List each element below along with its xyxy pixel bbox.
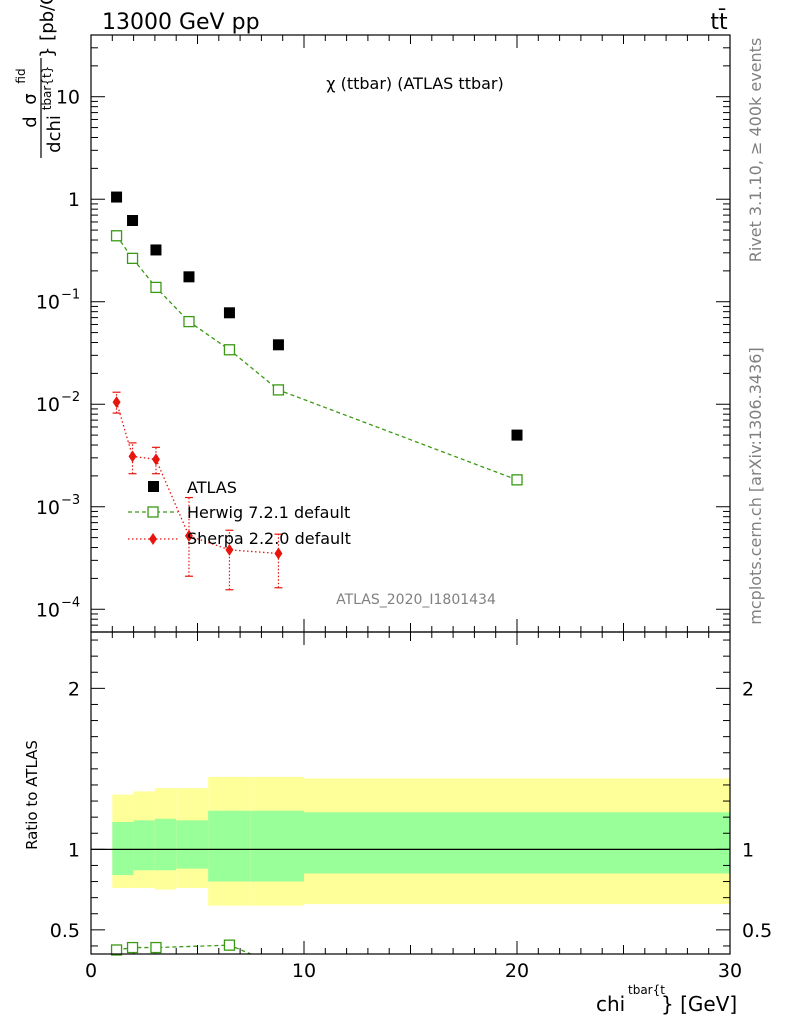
y-tick-label: 1 bbox=[68, 189, 80, 211]
header-process: 13000 GeV pp bbox=[102, 10, 260, 35]
x-tick-label: 20 bbox=[505, 960, 529, 982]
ratio-band-inner bbox=[208, 810, 251, 882]
sherpa-point bbox=[151, 453, 160, 466]
ratio-y-tick-label: 0.5 bbox=[50, 920, 80, 942]
main-plot-title: χ (ttbar) (ATLAS ttbar) bbox=[326, 74, 504, 93]
legend-label-sherpa: Sherpa 2.2.0 default bbox=[187, 529, 351, 548]
ylabel-d-top: d bbox=[20, 116, 41, 127]
ratio-band-inner bbox=[176, 820, 209, 869]
ratio-y-tick-label: 2 bbox=[68, 678, 80, 700]
herwig-point bbox=[183, 315, 195, 328]
xlabel-unit: } [GeV] bbox=[661, 992, 737, 1016]
y-tick-exponent: −1 bbox=[61, 288, 80, 303]
ratio-band-inner bbox=[112, 821, 134, 876]
legend-label-atlas: ATLAS bbox=[187, 478, 237, 497]
rivet-label: Rivet 3.1.10, ≥ 400k events bbox=[746, 38, 765, 263]
herwig-point bbox=[272, 384, 285, 396]
atlas-point bbox=[127, 215, 139, 227]
ratio-y-tick-label: 1 bbox=[68, 839, 80, 861]
herwig-point bbox=[223, 344, 236, 356]
ratio-y-axis-label: Ratio to ATLAS bbox=[23, 740, 41, 850]
herwig-point bbox=[126, 252, 139, 264]
sherpa-point bbox=[128, 450, 137, 463]
sherpa-point bbox=[184, 529, 193, 542]
legend-label-herwig: Herwig 7.2.1 default bbox=[187, 503, 350, 522]
x-axis-label: chi tbar{t } [GeV] bbox=[596, 983, 737, 1016]
sherpa-point bbox=[112, 396, 121, 409]
x-tick-label: 0 bbox=[85, 960, 97, 982]
watermark: ATLAS_2020_I1801434 bbox=[336, 592, 496, 608]
atlas-point bbox=[150, 244, 162, 256]
y-tick-label: 10 bbox=[36, 599, 60, 621]
mcplots-label: mcplots.cern.ch [arXiv:1306.3436] bbox=[746, 347, 765, 624]
ylabel-fid: fid bbox=[14, 68, 28, 83]
sherpa-point bbox=[274, 547, 283, 560]
ratio-herwig-point bbox=[223, 939, 236, 951]
main-plot-area bbox=[90, 34, 731, 954]
ratio-panel: 0.5 0.5 1 1 2 2 0 10 20 30 Ratio to ATLAS chi tb… bbox=[23, 631, 772, 1016]
header-tt: tt̄ bbox=[710, 9, 728, 35]
y-tick-exponent: −4 bbox=[61, 595, 80, 610]
y-tick-label: 10 bbox=[36, 394, 60, 416]
legend-marker-sherpa bbox=[149, 533, 157, 545]
ratio-herwig-point bbox=[150, 941, 162, 954]
main-legend: ATLAS Herwig 7.2.1 default Sherpa 2.2.0 … bbox=[128, 478, 351, 548]
ratio-plot-area bbox=[90, 631, 731, 956]
legend-marker-atlas bbox=[148, 481, 159, 492]
ratio-y-tick-label-right: 0.5 bbox=[742, 920, 772, 942]
xlabel-chi: chi bbox=[596, 992, 625, 1016]
ylabel-tbar: tbar{t} bbox=[40, 66, 54, 111]
ratio-y-tick-labels: 0.5 0.5 1 1 2 2 bbox=[50, 678, 772, 942]
herwig-point bbox=[150, 281, 162, 294]
ratio-band-inner bbox=[304, 812, 730, 874]
herwig-line bbox=[116, 235, 518, 481]
ratio-band-inner bbox=[154, 818, 177, 871]
y-tick-label: 10 bbox=[36, 292, 60, 314]
ylabel-dchi: dchi bbox=[44, 115, 65, 153]
ratio-frame bbox=[90, 631, 731, 955]
x-tick-labels: 0 10 20 30 bbox=[85, 960, 742, 982]
atlas-point bbox=[223, 307, 235, 319]
y-tick-label: 10 bbox=[36, 497, 60, 519]
main-y-axis-label: d σ fid dchi tbar{t} } [pb/GeV] bbox=[14, 0, 65, 158]
ratio-herwig-point bbox=[126, 941, 139, 954]
ratio-y-tick-label-right: 1 bbox=[742, 839, 754, 861]
ratio-band-inner bbox=[250, 810, 304, 882]
atlas-point bbox=[511, 429, 523, 441]
ratio-band-inner bbox=[133, 820, 155, 871]
ylabel-unit: } [pb/GeV] bbox=[37, 0, 58, 58]
xlabel-tbar: tbar{t bbox=[628, 983, 665, 997]
y-tick-exponent: −3 bbox=[61, 493, 80, 508]
y-tick-exponent: −2 bbox=[61, 390, 80, 405]
ylabel-sigma: σ bbox=[20, 93, 41, 104]
main-panel: χ (ttbar) (ATLAS ttbar) ATLAS_2020_I1801… bbox=[14, 0, 731, 954]
atlas-point bbox=[111, 191, 123, 203]
atlas-point bbox=[272, 339, 284, 351]
atlas-point bbox=[183, 271, 195, 283]
ratio-y-tick-label-right: 2 bbox=[742, 678, 754, 700]
herwig-point bbox=[511, 474, 523, 486]
x-tick-label: 30 bbox=[718, 960, 742, 982]
sherpa-point bbox=[225, 543, 234, 556]
y-tick-label: 10 bbox=[56, 87, 80, 109]
ratio-herwig-point bbox=[110, 944, 123, 956]
x-tick-label: 10 bbox=[292, 960, 316, 982]
herwig-point bbox=[110, 230, 123, 242]
legend-marker-herwig bbox=[147, 506, 159, 518]
